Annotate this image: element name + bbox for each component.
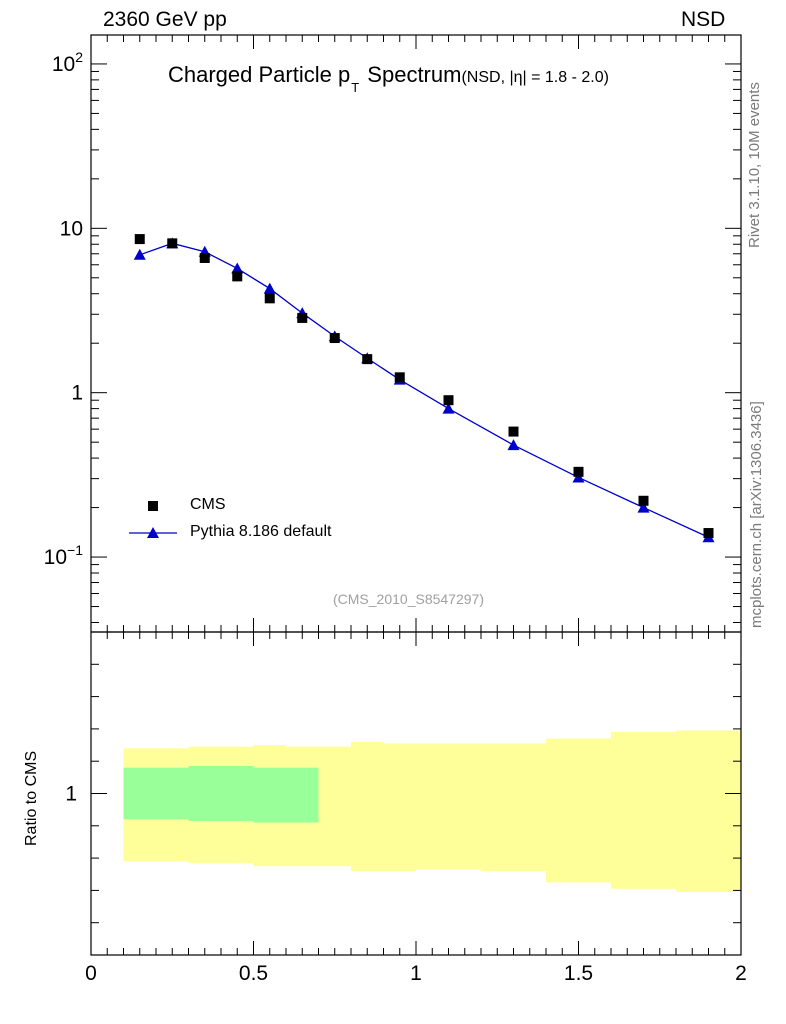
- ratio-band-outer: [611, 732, 676, 889]
- pythia-point: [231, 262, 244, 274]
- cms-point: [394, 372, 405, 383]
- ratio-y-axis-label: Ratio to CMS: [23, 750, 40, 846]
- cms-series: [134, 234, 714, 539]
- cms-point: [232, 271, 243, 282]
- cms-point: [329, 333, 340, 344]
- process-label: NSD: [681, 8, 726, 31]
- ratio-band-inner: [286, 767, 319, 823]
- ratio-band-outer: [383, 743, 416, 872]
- ratio-band-outer: [416, 743, 481, 870]
- cms-point: [508, 426, 519, 437]
- cms-point: [264, 293, 275, 304]
- cms-point: [167, 238, 178, 249]
- title-subscript: T: [351, 80, 360, 95]
- ratio-band-inner: [156, 767, 189, 820]
- ratio-band-outer: [351, 741, 384, 872]
- ratio-band-outer: [546, 738, 611, 883]
- legend-marker-pythia: [147, 527, 159, 538]
- legend-label-cms: CMS: [190, 496, 226, 513]
- cms-point: [573, 466, 584, 477]
- y-tick-label: 10−1: [44, 542, 84, 569]
- y-tick-label: 102: [52, 49, 83, 76]
- y-tick-label: 10: [60, 217, 83, 240]
- mcplots-label: mcplots.cern.ch [arXiv:1306.3436]: [748, 401, 765, 628]
- cms-point: [134, 234, 145, 245]
- ratio-band-inner: [188, 766, 221, 821]
- pythia-point: [442, 402, 455, 414]
- pythia-point: [133, 248, 146, 260]
- x-tick-label: 1: [410, 962, 422, 985]
- ratio-band-inner: [123, 767, 156, 820]
- legend-marker-cms: [148, 501, 158, 511]
- ratio-band-outer: [481, 743, 546, 872]
- pythia-point: [507, 439, 520, 451]
- cms-point: [443, 395, 454, 406]
- ratio-bands: [123, 730, 741, 893]
- title-after: Spectrum: [367, 62, 462, 87]
- ratio-y-tick-label: 1: [65, 783, 77, 806]
- x-tick-label: 0.5: [239, 962, 268, 985]
- y-tick-label: 1: [71, 382, 83, 405]
- pythia-point: [637, 501, 650, 513]
- cms-point: [638, 495, 649, 506]
- title-selection: (NSD, |η| = 1.8 - 2.0): [461, 69, 609, 86]
- energy-label: 2360 GeV pp: [103, 8, 227, 31]
- pythia-point: [572, 471, 585, 483]
- ratio-band-inner: [253, 767, 286, 823]
- cms-point: [703, 528, 714, 539]
- main-frame: [90, 34, 742, 633]
- axes: 0 0.5 1 1.5 2 10−1 1 10 102 1: [44, 34, 747, 985]
- ratio-band-outer: [318, 746, 351, 867]
- x-tick-label: 1.5: [564, 962, 593, 985]
- title-main: Charged Particle p: [168, 62, 351, 87]
- cms-point: [297, 312, 308, 323]
- ratio-band-inner: [221, 766, 254, 821]
- cms-point: [362, 354, 373, 365]
- rivet-label: Rivet 3.1.10, 10M events: [746, 82, 763, 248]
- x-tick-label: 0: [85, 962, 97, 985]
- cms-point: [199, 252, 210, 263]
- pythia-point: [263, 282, 276, 294]
- x-tick-label: 2: [735, 962, 747, 985]
- analysis-tag: (CMS_2010_S8547297): [333, 591, 484, 607]
- ratio-band-outer: [676, 730, 741, 893]
- pythia-line: [139, 242, 709, 538]
- chart-title: Charged Particle pT Spectrum(NSD, |η| = …: [168, 62, 609, 95]
- legend-label-pythia: Pythia 8.186 default: [190, 523, 332, 540]
- legend: [129, 501, 177, 538]
